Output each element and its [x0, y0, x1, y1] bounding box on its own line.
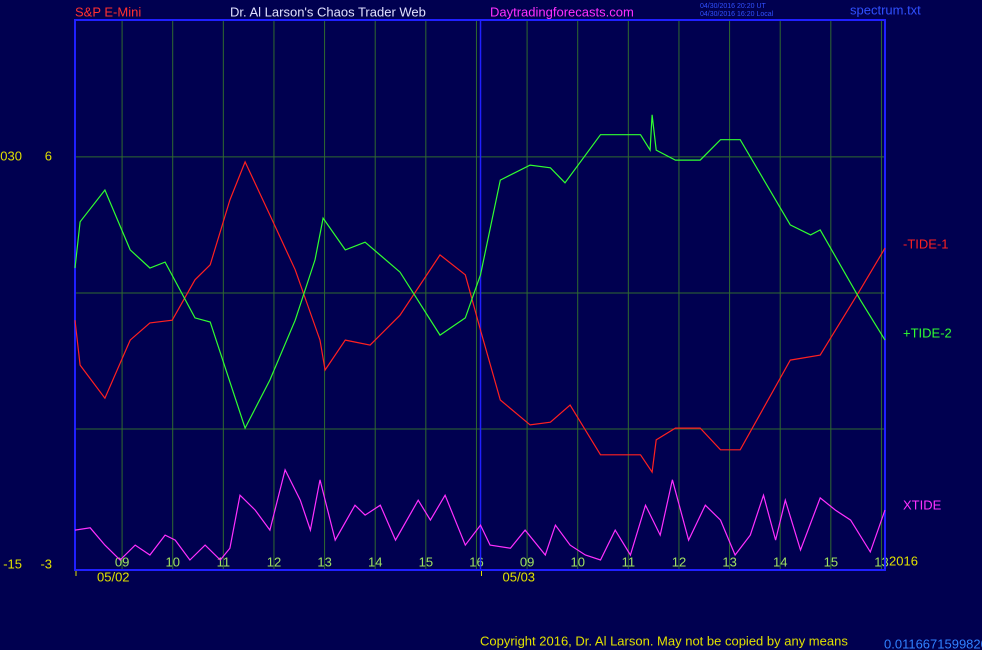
y2-tick-label: -15: [3, 556, 22, 571]
legend-label: XTIDE: [903, 497, 942, 512]
x-tick-label: 13: [874, 554, 888, 569]
x-tick-label: 11: [622, 554, 636, 569]
legend-label: +TIDE-2: [903, 325, 952, 340]
y-tick-label: 6: [45, 148, 52, 163]
x-tick-label: 10: [570, 554, 584, 569]
x-tick-label: 10: [165, 554, 179, 569]
plot-border: [74, 19, 886, 571]
x-tick-label: 14: [368, 554, 382, 569]
date-label: 05/02: [97, 569, 130, 584]
x-tick-label: 12: [267, 554, 281, 569]
x-tick-label: 14: [773, 554, 787, 569]
footer-code: 0.0116671599820: [884, 636, 982, 650]
copyright: Copyright 2016, Dr. Al Larson. May not b…: [480, 633, 848, 648]
site: Daytradingforecasts.com: [490, 4, 634, 19]
series-line: [74, 160, 886, 474]
instrument: S&P E-Mini: [75, 4, 141, 19]
chart-title: Dr. Al Larson's Chaos Trader Web: [230, 4, 426, 19]
y2-tick-label: 030: [0, 148, 22, 163]
series-line: [74, 114, 886, 430]
x-tick-label: 12: [672, 554, 686, 569]
year: 2016: [889, 553, 918, 568]
x-tick-label: 13: [317, 554, 331, 569]
x-tick-label: 15: [419, 554, 433, 569]
timestamp-local: 04/30/2016 16:20 Local: [700, 11, 774, 18]
x-tick-label: 15: [824, 554, 838, 569]
date-label: 05/03: [503, 569, 536, 584]
x-tick-label: 16: [469, 554, 483, 569]
timestamp-ut: 04/30/2016 20:20 UT: [700, 3, 766, 10]
series-line: [74, 468, 886, 561]
file-name: spectrum.txt: [850, 2, 921, 17]
y-tick-label: -3: [40, 556, 52, 571]
x-tick-label: 11: [217, 554, 231, 569]
x-tick-label: 09: [520, 554, 534, 569]
legend-label: -TIDE-1: [903, 236, 949, 251]
x-tick-label: 13: [722, 554, 736, 569]
